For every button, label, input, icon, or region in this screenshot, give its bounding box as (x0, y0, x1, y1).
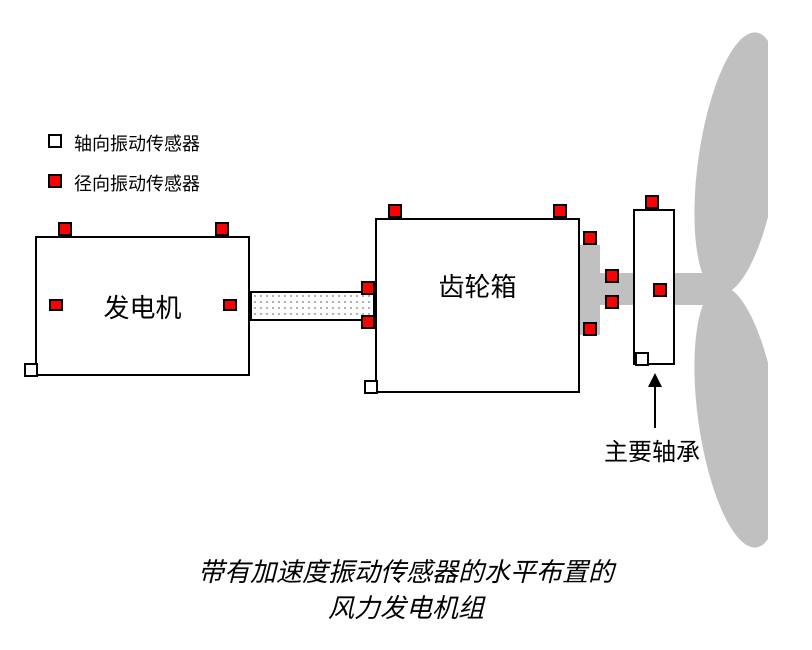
generator-box: 发电机 (35, 236, 250, 376)
legend-radial-label: 径向振动传感器 (74, 170, 200, 196)
axial-sensor-icon (24, 363, 38, 377)
radial-sensor-icon (49, 299, 63, 311)
axial-sensor-icon (364, 380, 378, 394)
radial-sensor-icon (361, 315, 375, 329)
main-bearing-arrow-shaft (654, 385, 656, 428)
radial-sensor-icon (388, 204, 402, 218)
legend-axial-swatch (48, 134, 62, 148)
legend-radial-swatch (48, 174, 62, 188)
main-bearing-label: 主要轴承 (604, 432, 700, 467)
gearbox-box: 齿轮箱 (375, 218, 580, 393)
gearbox-label: 齿轮箱 (438, 267, 516, 304)
radial-sensor-icon (215, 222, 229, 236)
radial-sensor-icon (653, 283, 667, 297)
turbine-hub (706, 275, 734, 303)
wind-turbine-diagram: 轴向振动传感器 径向振动传感器 发电机 齿轮箱 (0, 0, 812, 650)
axial-sensor-icon (635, 352, 649, 366)
radial-sensor-icon (605, 295, 619, 309)
bearing-inner-top (637, 213, 671, 271)
diagram-caption: 带有加速度振动传感器的水平布置的 风力发电机组 (0, 555, 812, 628)
radial-sensor-icon (605, 269, 619, 283)
radial-sensor-icon (223, 299, 237, 311)
shaft-generator-gearbox (250, 291, 375, 321)
radial-sensor-icon (645, 195, 659, 209)
radial-sensor-icon (361, 281, 375, 295)
main-bearing-arrow-head (648, 373, 662, 387)
radial-sensor-icon (583, 322, 597, 336)
radial-sensor-icon (553, 204, 567, 218)
caption-line-1: 带有加速度振动传感器的水平布置的 (0, 555, 812, 591)
radial-sensor-icon (583, 231, 597, 245)
turbine-blade-top (672, 22, 768, 302)
turbine-blade-bottom (672, 278, 768, 558)
legend-axial-label: 轴向振动传感器 (74, 130, 200, 156)
radial-sensor-icon (58, 222, 72, 236)
caption-line-2: 风力发电机组 (0, 591, 812, 627)
generator-label: 发电机 (103, 288, 181, 325)
